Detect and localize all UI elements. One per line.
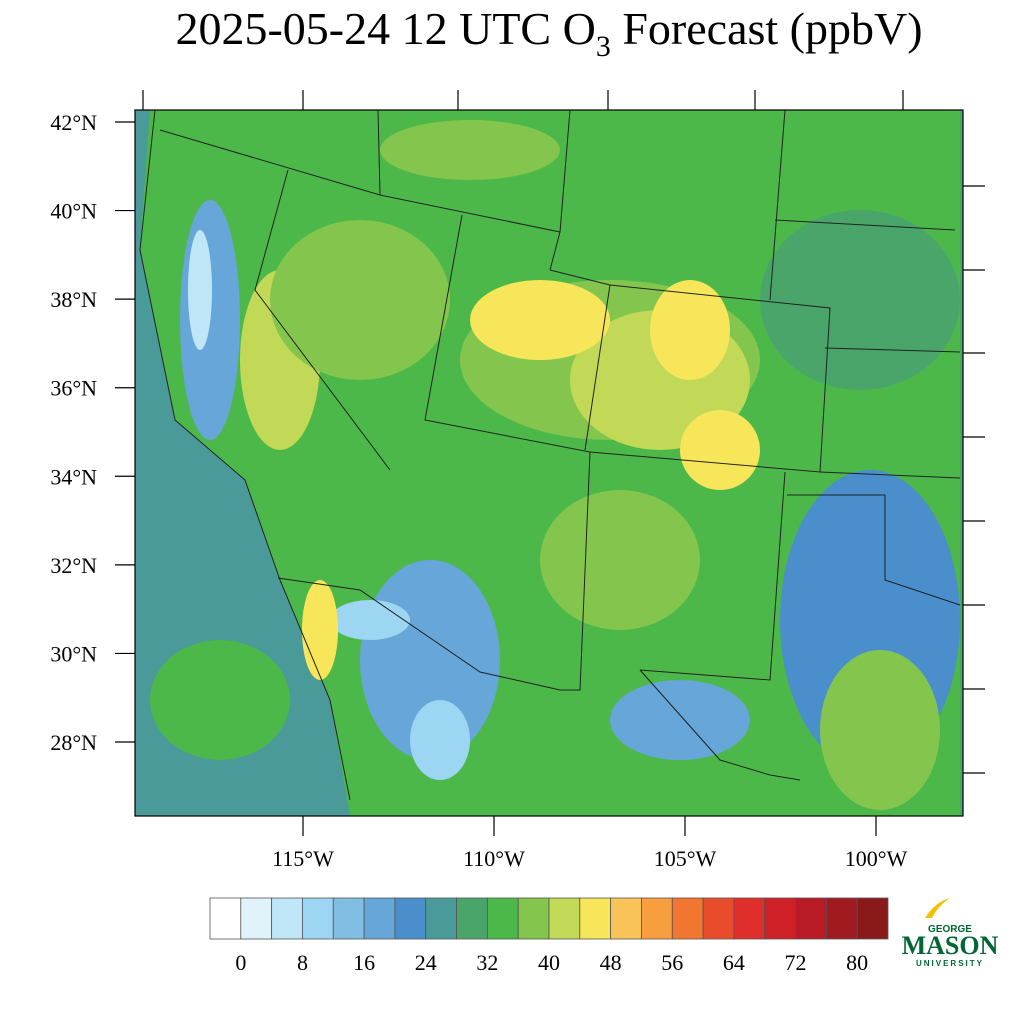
lon-label: 115°W [272, 846, 334, 871]
colorbar-box [671, 897, 704, 940]
colorbar-box [856, 897, 889, 940]
colorbar-box [425, 897, 457, 940]
colorbar-label: 56 [661, 950, 683, 975]
logo-text: GEORGE [928, 924, 972, 935]
colorbar-box [302, 897, 334, 940]
colorbar-box [394, 897, 427, 940]
lat-label: 40°N [50, 199, 97, 224]
colorbar-box [579, 897, 612, 940]
colorbar-box [209, 897, 242, 940]
colorbar-box [332, 897, 365, 940]
colorbar-box [548, 897, 581, 940]
colorbar-label: 48 [600, 950, 622, 975]
colorbar-box [764, 897, 796, 940]
colorbar-box [825, 897, 858, 940]
colorbar-box [517, 897, 550, 940]
colorbar-box [610, 897, 642, 940]
colorbar-box [641, 897, 673, 940]
colorbar-label: 80 [846, 950, 868, 975]
colorbar-label: 0 [235, 950, 246, 975]
colorbar-label: 40 [538, 950, 560, 975]
logo-text: UNIVERSITY [916, 959, 984, 968]
lat-label: 42°N [50, 110, 97, 135]
colorbar-label: 32 [476, 950, 498, 975]
map-field [134, 90, 985, 817]
lat-label: 28°N [50, 730, 97, 755]
colorbar-box [733, 897, 766, 940]
colorbar-box [363, 897, 396, 940]
colorbar-box [486, 897, 519, 940]
title-subscript: 3 [596, 30, 611, 63]
lon-label: 110°W [463, 846, 525, 871]
lat-label: 36°N [50, 376, 97, 401]
lat-label: 32°N [50, 553, 97, 578]
lat-label: 34°N [50, 464, 97, 489]
colorbar-box [795, 897, 827, 940]
logo-text: MASON [902, 931, 999, 960]
logo: GEORGE MASON UNIVERSITY [902, 898, 999, 968]
lat-label: 30°N [50, 641, 97, 666]
title-text: Forecast (ppbV) [611, 3, 923, 54]
title-text: 2025-05-24 12 UTC O [175, 3, 595, 54]
lat-label: 38°N [50, 287, 97, 312]
lon-label: 105°W [654, 846, 717, 871]
colorbar-label: 64 [723, 950, 745, 975]
colorbar-box [240, 897, 273, 940]
colorbar-label: 8 [297, 950, 308, 975]
title: 2025-05-24 12 UTC O3 Forecast (ppbV) [175, 3, 922, 63]
colorbar-box [702, 897, 735, 940]
colorbar-box [456, 897, 488, 940]
colorbar-box [271, 897, 303, 940]
colorbar-label: 24 [415, 950, 437, 975]
lon-label: 100°W [845, 846, 908, 871]
colorbar-label: 72 [785, 950, 807, 975]
colorbar-label: 16 [353, 950, 375, 975]
